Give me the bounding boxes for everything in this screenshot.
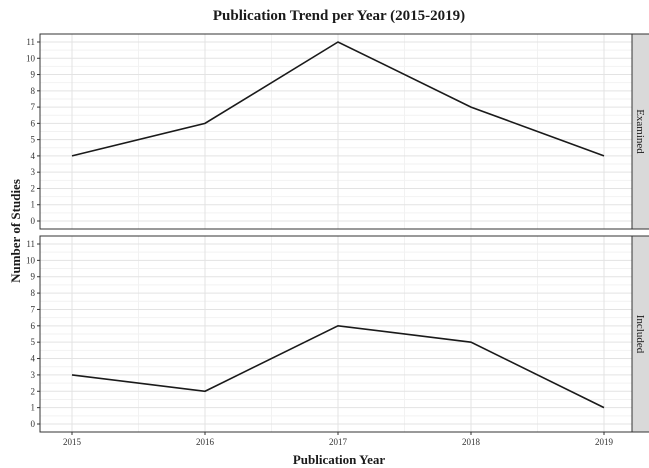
- x-tick-label: 2016: [196, 437, 215, 447]
- x-tick-label: 2015: [63, 437, 82, 447]
- x-tick-label: 2019: [595, 437, 614, 447]
- y-tick-label: 2: [31, 386, 36, 396]
- y-tick-label: 7: [31, 102, 36, 112]
- y-axis-title: Number of Studies: [8, 179, 23, 283]
- series-line-included: [71, 324, 605, 409]
- facet-panels: 0 1 2 3 4 5 6 7 8 9 10 11 Examined 0 1 2 3 4 5 6 7 8 9 10 11 Incl…: [26, 33, 649, 447]
- y-tick-label: 1: [31, 403, 36, 413]
- y-tick-label: 3: [31, 370, 36, 380]
- y-tick-label: 6: [31, 321, 36, 331]
- y-tick-label: 10: [26, 53, 36, 63]
- y-tick-label: 0: [31, 216, 36, 226]
- series-line-examined: [71, 41, 605, 157]
- y-tick-label: 5: [31, 337, 36, 347]
- facet-strip: [631, 33, 649, 230]
- facet-strip: [631, 235, 649, 433]
- y-tick-label: 6: [31, 118, 36, 128]
- y-tick-label: 4: [31, 151, 36, 161]
- y-tick-label: 9: [31, 272, 36, 282]
- y-tick-label: 5: [31, 135, 36, 145]
- x-tick-label: 2018: [462, 437, 481, 447]
- y-tick-label: 0: [31, 419, 36, 429]
- facet-strip-label: Examined: [634, 109, 646, 154]
- y-tick-label: 9: [31, 70, 36, 80]
- facet-panel-included: 0 1 2 3 4 5 6 7 8 9 10 11 Included: [26, 235, 649, 433]
- y-tick-label: 8: [31, 86, 36, 96]
- chart-title: Publication Trend per Year (2015-2019): [213, 8, 465, 24]
- y-tick-label: 8: [31, 288, 36, 298]
- y-tick-label: 7: [31, 304, 36, 314]
- y-tick-label: 2: [31, 183, 36, 193]
- x-axis-title: Publication Year: [293, 452, 386, 467]
- y-tick-label: 4: [31, 354, 36, 364]
- x-tick-label: 2017: [329, 437, 348, 447]
- facet-panel-examined: 0 1 2 3 4 5 6 7 8 9 10 11 Examined: [26, 33, 649, 230]
- y-tick-label: 10: [26, 255, 36, 265]
- y-tick-label: 11: [26, 239, 35, 249]
- y-tick-label: 1: [31, 200, 36, 210]
- y-tick-label: 11: [26, 37, 35, 47]
- y-tick-label: 3: [31, 167, 36, 177]
- facet-strip-label: Included: [634, 315, 646, 354]
